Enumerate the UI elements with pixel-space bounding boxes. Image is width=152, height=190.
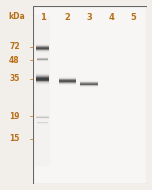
- Bar: [36, 71, 49, 72]
- Bar: [59, 76, 76, 77]
- Bar: [36, 81, 49, 82]
- Text: 5: 5: [130, 13, 136, 22]
- Bar: [59, 85, 76, 86]
- Bar: [59, 82, 76, 83]
- Bar: [36, 70, 49, 71]
- Bar: [36, 74, 49, 75]
- Bar: [36, 47, 49, 48]
- Bar: [36, 82, 49, 83]
- Bar: [59, 78, 76, 79]
- Bar: [80, 78, 98, 79]
- Bar: [36, 78, 49, 79]
- Bar: [36, 42, 49, 43]
- Text: kDa: kDa: [8, 12, 25, 21]
- Bar: [80, 82, 98, 83]
- Bar: [36, 69, 49, 70]
- Bar: [59, 81, 76, 82]
- Bar: [36, 51, 49, 52]
- Bar: [59, 84, 76, 85]
- Bar: [36, 53, 49, 54]
- Bar: [36, 87, 49, 88]
- Bar: [36, 80, 49, 81]
- Bar: [80, 85, 98, 86]
- Bar: [36, 48, 49, 49]
- Bar: [59, 75, 76, 76]
- Text: 3: 3: [86, 13, 92, 22]
- Bar: [36, 49, 49, 50]
- Bar: [80, 88, 98, 89]
- Bar: [36, 43, 49, 44]
- Bar: [36, 85, 49, 86]
- Bar: [36, 87, 49, 88]
- Bar: [36, 41, 49, 42]
- Bar: [36, 52, 49, 53]
- Bar: [36, 44, 49, 45]
- Bar: [80, 89, 98, 90]
- Text: 1: 1: [40, 13, 45, 22]
- Bar: [59, 74, 76, 75]
- Bar: [36, 83, 49, 84]
- Bar: [36, 45, 49, 46]
- Bar: [80, 80, 98, 81]
- Bar: [36, 77, 49, 78]
- Bar: [36, 86, 49, 87]
- Bar: [36, 86, 49, 87]
- Bar: [80, 86, 98, 87]
- Text: 4: 4: [109, 13, 114, 22]
- Bar: [36, 54, 49, 55]
- Bar: [59, 78, 76, 79]
- Text: 19: 19: [9, 112, 20, 121]
- Bar: [36, 75, 49, 76]
- Text: 15: 15: [9, 134, 20, 143]
- Bar: [59, 87, 76, 88]
- Bar: [59, 77, 76, 78]
- Text: 72: 72: [9, 42, 20, 51]
- Bar: [36, 79, 49, 80]
- Text: 48: 48: [9, 56, 20, 65]
- Bar: [36, 72, 49, 73]
- Bar: [80, 84, 98, 85]
- Bar: [59, 79, 76, 80]
- Bar: [36, 50, 49, 51]
- Text: 35: 35: [9, 74, 20, 83]
- Bar: [59, 83, 76, 84]
- Bar: [36, 88, 49, 89]
- Bar: [80, 81, 98, 82]
- Bar: [80, 87, 98, 88]
- Bar: [80, 83, 98, 84]
- Bar: [36, 84, 49, 85]
- Bar: [36, 76, 49, 77]
- Bar: [36, 46, 49, 47]
- Bar: [59, 86, 76, 87]
- Bar: [59, 80, 76, 81]
- Text: 2: 2: [64, 13, 70, 22]
- Bar: [36, 73, 49, 74]
- Bar: [80, 79, 98, 80]
